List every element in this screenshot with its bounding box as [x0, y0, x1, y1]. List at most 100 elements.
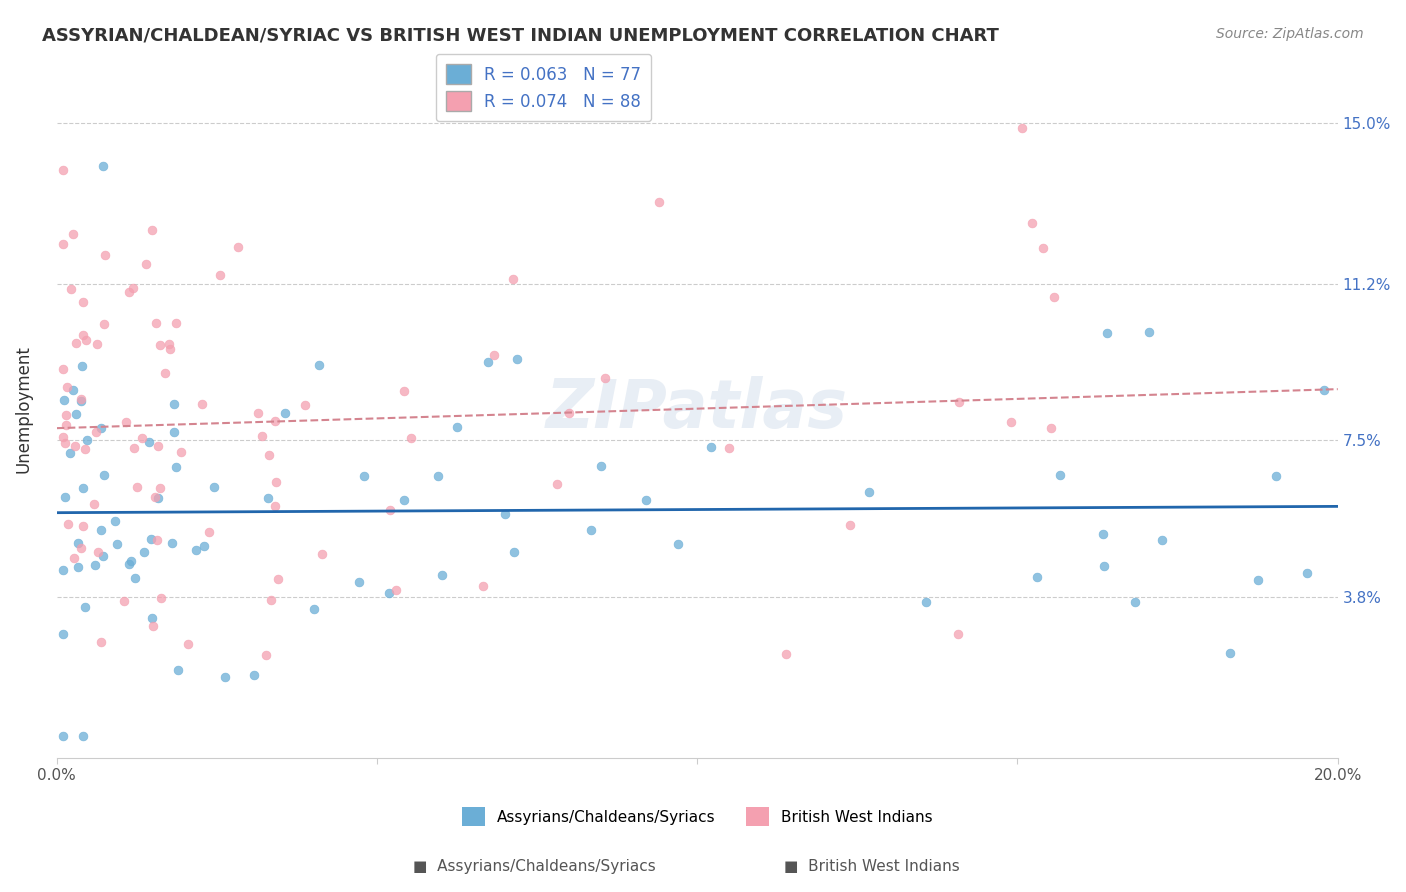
Point	[69, 394, 91, 409]
Point	[264, 415, 287, 429]
Point	[1097, 326, 1119, 340]
Point	[72, 327, 94, 342]
Point	[191, 396, 214, 410]
Point	[392, 384, 415, 399]
Point	[495, 508, 517, 522]
Point	[1152, 533, 1174, 547]
Point	[257, 491, 280, 505]
Text: ZIPatlas: ZIPatlas	[546, 376, 848, 442]
Point	[65, 335, 87, 350]
Point	[1011, 120, 1033, 135]
Point	[385, 583, 408, 598]
Point	[149, 481, 172, 495]
Point	[946, 626, 969, 640]
Point	[124, 442, 146, 456]
Legend: Assyrians/Chaldeans/Syriacs, British West Indians: Assyrians/Chaldeans/Syriacs, British Wes…	[454, 800, 941, 834]
Point	[127, 480, 149, 494]
Point	[208, 268, 231, 282]
Point	[162, 397, 184, 411]
Point	[55, 408, 77, 422]
Point	[257, 448, 280, 462]
Point	[184, 542, 207, 557]
Point	[636, 493, 658, 508]
Point	[75, 600, 97, 615]
Point	[90, 635, 112, 649]
Point	[118, 557, 141, 571]
Point	[160, 535, 183, 549]
Point	[105, 537, 128, 551]
Point	[165, 316, 187, 330]
Point	[53, 436, 76, 450]
Point	[426, 468, 449, 483]
Point	[118, 285, 141, 299]
Point	[53, 491, 76, 505]
Point	[914, 595, 936, 609]
Point	[135, 257, 157, 271]
Point	[52, 162, 75, 177]
Point	[70, 541, 93, 555]
Point	[347, 575, 370, 590]
Point	[138, 435, 160, 450]
Point	[145, 316, 167, 330]
Point	[274, 405, 297, 419]
Point	[67, 536, 90, 550]
Point	[166, 663, 188, 677]
Point	[90, 523, 112, 537]
Point	[1123, 595, 1146, 609]
Point	[120, 554, 142, 568]
Point	[124, 571, 146, 585]
Point	[401, 431, 423, 445]
Point	[378, 502, 401, 516]
Point	[104, 514, 127, 528]
Point	[589, 459, 612, 474]
Point	[91, 549, 114, 563]
Point	[55, 418, 77, 433]
Point	[72, 730, 94, 744]
Point	[65, 407, 87, 421]
Point	[202, 480, 225, 494]
Point	[52, 236, 75, 251]
Point	[93, 248, 115, 262]
Point	[62, 227, 84, 241]
Point	[1049, 468, 1071, 483]
Point	[228, 240, 250, 254]
Point	[170, 444, 193, 458]
Point	[59, 282, 82, 296]
Point	[1042, 289, 1064, 303]
Point	[477, 355, 499, 369]
Point	[87, 545, 110, 559]
Point	[546, 476, 568, 491]
Point	[155, 366, 177, 380]
Point	[1040, 421, 1063, 435]
Point	[294, 398, 316, 412]
Point	[146, 533, 169, 547]
Point	[150, 591, 173, 606]
Point	[378, 586, 401, 600]
Point	[177, 637, 200, 651]
Point	[59, 446, 82, 460]
Point	[63, 439, 86, 453]
Point	[142, 619, 165, 633]
Point	[446, 420, 468, 434]
Point	[1247, 573, 1270, 587]
Text: ASSYRIAN/CHALDEAN/SYRIAC VS BRITISH WEST INDIAN UNEMPLOYMENT CORRELATION CHART: ASSYRIAN/CHALDEAN/SYRIAC VS BRITISH WEST…	[42, 27, 1000, 45]
Point	[259, 592, 281, 607]
Point	[948, 394, 970, 409]
Point	[52, 430, 75, 444]
Point	[267, 572, 290, 586]
Point	[266, 475, 288, 489]
Point	[149, 337, 172, 351]
Point	[75, 442, 97, 456]
Point	[1026, 570, 1049, 584]
Point	[558, 406, 581, 420]
Point	[247, 406, 270, 420]
Point	[505, 352, 527, 367]
Point	[134, 545, 156, 559]
Point	[143, 491, 166, 505]
Point	[471, 579, 494, 593]
Point	[56, 516, 79, 531]
Point	[83, 497, 105, 511]
Point	[112, 594, 135, 608]
Point	[165, 459, 187, 474]
Point	[1032, 241, 1054, 255]
